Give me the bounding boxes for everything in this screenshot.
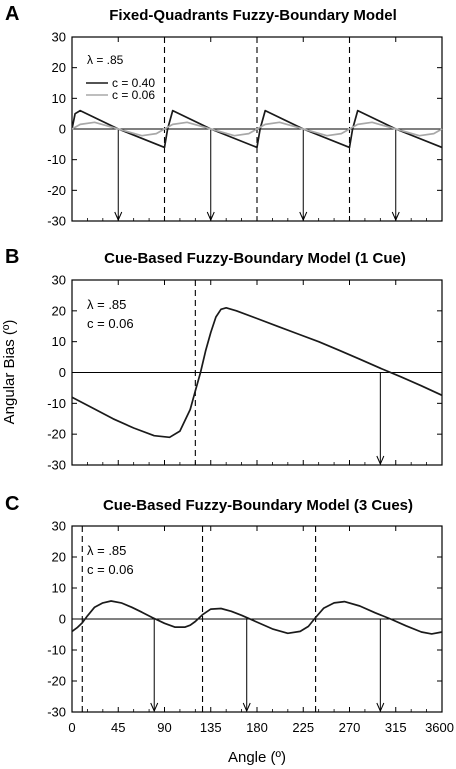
panel-b: B Cue-Based Fuzzy-Boundary Model (1 Cue)… — [5, 246, 443, 473]
panel-b-lambda-label: λ = .85 — [87, 297, 126, 312]
panel-c-letter: C — [5, 493, 19, 515]
panel-b-series-0-line — [71, 306, 443, 439]
x-tick-label: 0 — [68, 720, 75, 735]
panel-a-attractor-arrowhead — [299, 211, 308, 222]
panel-a-series-1-line — [71, 121, 443, 137]
panel-b-letter: B — [5, 246, 19, 268]
panel-b-y-tick-label: 0 — [59, 365, 66, 380]
panel-a-y-tick-label: 20 — [52, 60, 66, 75]
panel-a-attractor-arrowhead — [391, 211, 400, 222]
panel-c-lambda-label: λ = .85 — [87, 543, 126, 558]
panel-b-y-tick-label: 10 — [52, 334, 66, 349]
x-tick-label: 90 — [157, 720, 171, 735]
panel-c-y-tick-label: 10 — [52, 581, 66, 596]
x-tick-label: 270 — [339, 720, 361, 735]
panel-c-series-0-line — [71, 600, 443, 635]
panel-a-y-tick-label: -20 — [47, 183, 66, 198]
panel-a-plot: 30 20 10 0 -10 -20 -30 — [47, 30, 443, 229]
y-axis-title: Angular Bias (º) — [1, 320, 18, 425]
panel-a-y-tick-label: 30 — [52, 30, 66, 45]
x-tick-label: 45 — [111, 720, 125, 735]
panel-a-lambda-label: λ = .85 — [87, 53, 124, 67]
x-tick-label: 135 — [200, 720, 222, 735]
panel-a-y-tick-label: -30 — [47, 214, 66, 229]
panel-c-title: Cue-Based Fuzzy-Boundary Model (3 Cues) — [103, 497, 413, 514]
panel-b-attractor-arrowhead — [376, 455, 385, 466]
panel-c-y-tick-label: -10 — [47, 643, 66, 658]
panel-c-y-tick-label: -20 — [47, 674, 66, 689]
panel-a-y-tick-label: -10 — [47, 152, 66, 167]
panel-a-series-0-line — [71, 109, 443, 149]
panel-a-title: Fixed-Quadrants Fuzzy-Boundary Model — [109, 7, 397, 24]
panel-a: A Fixed-Quadrants Fuzzy-Boundary Model 3… — [5, 3, 443, 229]
panel-c-c-label: c = 0.06 — [87, 562, 134, 577]
panel-c-y-tick-label: 20 — [52, 550, 66, 565]
panel-a-y-tick-label: 0 — [59, 122, 66, 137]
x-tick-label: 315 — [385, 720, 407, 735]
panel-a-legend: λ = .85 c = 0.40 c = 0.06 — [86, 53, 155, 102]
panel-b-y-tick-label: 20 — [52, 303, 66, 318]
panel-b-c-label: c = 0.06 — [87, 316, 134, 331]
panel-c-y-tick-label: 0 — [59, 612, 66, 627]
x-tick-label: 3600 — [425, 720, 454, 735]
panel-c-y-tick-label: -30 — [47, 705, 66, 720]
panel-b-y-tick-label: -30 — [47, 458, 66, 473]
panel-c-y-tick-label: 30 — [52, 519, 66, 534]
legend-label-c040: c = 0.40 — [112, 76, 155, 90]
panel-c-plot: 30 20 10 0 -10 -20 -30 — [47, 519, 443, 720]
panel-c-attractor-arrowhead — [376, 702, 385, 713]
panel-b-y-tick-label: -10 — [47, 396, 66, 411]
panel-c-attractor-arrowhead — [150, 702, 159, 713]
panel-c: C Cue-Based Fuzzy-Boundary Model (3 Cues… — [5, 493, 443, 720]
panel-a-letter: A — [5, 3, 19, 25]
panel-b-y-tick-label: 30 — [52, 273, 66, 288]
panel-b-title: Cue-Based Fuzzy-Boundary Model (1 Cue) — [104, 250, 406, 267]
x-tick-label: 180 — [246, 720, 268, 735]
panel-c-attractor-arrowhead — [242, 702, 251, 713]
x-tick-label: 225 — [292, 720, 314, 735]
panel-a-y-tick-label: 10 — [52, 91, 66, 106]
x-tick-labels: 0 45 90 135 180 225 270 315 3600 — [68, 720, 454, 735]
legend-label-c006: c = 0.06 — [112, 88, 155, 102]
panel-a-attractor-arrowhead — [114, 211, 123, 222]
panel-b-plot: 30 20 10 0 -10 -20 -30 — [47, 273, 443, 473]
panel-b-y-tick-label: -20 — [47, 427, 66, 442]
x-axis-title: Angle (º) — [228, 749, 286, 766]
panel-a-attractor-arrowhead — [206, 211, 215, 222]
